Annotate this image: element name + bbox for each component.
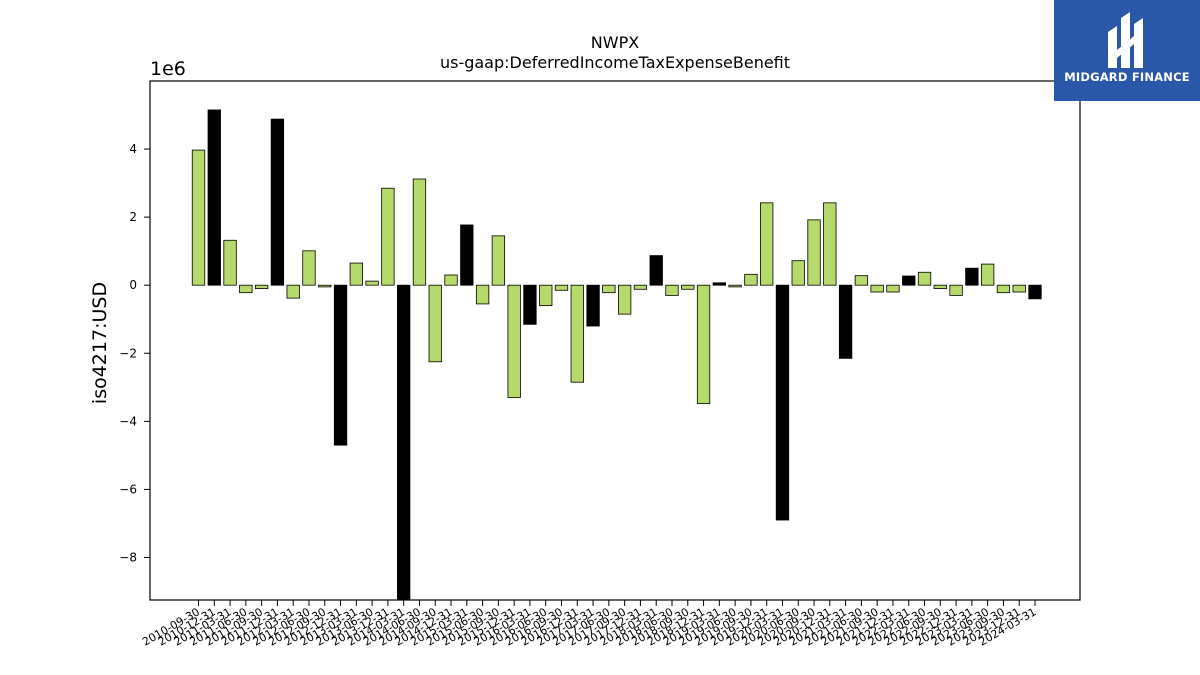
bar: [870, 284, 884, 293]
bar: [1012, 284, 1026, 293]
bar: [760, 202, 774, 286]
bar: [239, 284, 253, 294]
y-tick-label: −4: [119, 414, 137, 428]
bar: [444, 274, 458, 286]
bar: [886, 284, 900, 293]
bar: [254, 284, 269, 290]
y-scale-label: 1e6: [150, 58, 186, 80]
bar: [412, 178, 427, 286]
bar: [775, 284, 790, 521]
bar: [397, 284, 411, 601]
bar: [823, 202, 837, 286]
bar: [349, 262, 363, 286]
bar: [554, 284, 569, 291]
bar: [191, 149, 206, 286]
bar: [460, 224, 474, 286]
plot-frame: [149, 80, 1081, 601]
chart-subtitle: us-gaap:DeferredIncomeTaxExpenseBenefit: [440, 53, 790, 72]
logo-mark-icon: [1108, 12, 1143, 68]
bar: [981, 263, 995, 286]
bar: [696, 284, 711, 405]
bar: [223, 239, 237, 286]
x-axis: 2010-09-302010-12-312011-03-312011-06-30…: [140, 600, 1039, 649]
bar: [996, 284, 1011, 294]
bar: [523, 284, 537, 325]
bar: [570, 284, 584, 383]
bar: [633, 284, 648, 290]
bar: [807, 219, 821, 286]
bar: [965, 267, 979, 286]
bar: [539, 284, 553, 307]
chart-title: NWPX: [591, 33, 639, 52]
bar: [318, 284, 332, 288]
y-tick-label: −2: [119, 346, 137, 360]
bar: [617, 284, 632, 315]
bar: [302, 250, 316, 286]
y-tick-label: −6: [119, 482, 137, 496]
bar: [286, 284, 300, 299]
y-tick-label: 2: [129, 210, 137, 224]
bar: [728, 284, 742, 288]
bar: [949, 284, 963, 296]
bar: [507, 284, 521, 398]
bar: [381, 187, 395, 286]
bar: [1028, 284, 1042, 300]
y-tick-label: 0: [129, 278, 137, 292]
bar: [475, 284, 490, 305]
bar: [917, 271, 932, 286]
bar: [838, 284, 853, 359]
y-axis-label: iso4217:USD: [89, 282, 111, 404]
bar: [933, 284, 947, 290]
bar: [712, 282, 726, 286]
logo: MIDGARD FINANCE: [1054, 0, 1200, 101]
bar: [333, 284, 348, 446]
bar: [428, 284, 442, 363]
bar: [791, 260, 805, 286]
logo-text: MIDGARD FINANCE: [1064, 70, 1190, 84]
bar: [649, 255, 663, 286]
bar: [270, 118, 285, 286]
bar: [854, 275, 869, 286]
bar: [602, 284, 616, 294]
y-tick-label: −8: [119, 550, 137, 564]
bar: [491, 235, 506, 286]
bar: [665, 284, 679, 296]
bar: [586, 284, 600, 327]
bar-group: [191, 109, 1042, 601]
y-axis: −8 −6 −4 −2 0 2 4: [119, 142, 150, 564]
bar: [681, 284, 695, 290]
bar: [902, 275, 916, 286]
y-tick-label: 4: [129, 142, 137, 156]
bar: [207, 109, 221, 286]
bar: [744, 273, 758, 286]
bar: [365, 280, 379, 286]
